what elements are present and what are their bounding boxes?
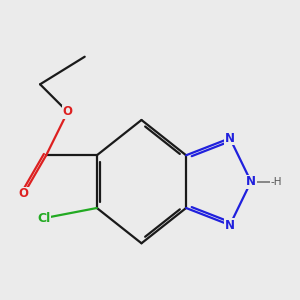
Text: O: O bbox=[63, 105, 73, 119]
Text: N: N bbox=[246, 175, 256, 188]
Text: N: N bbox=[225, 218, 235, 232]
Text: -H: -H bbox=[270, 177, 282, 187]
Text: O: O bbox=[19, 187, 29, 200]
Text: N: N bbox=[225, 132, 235, 145]
Text: Cl: Cl bbox=[38, 212, 51, 225]
